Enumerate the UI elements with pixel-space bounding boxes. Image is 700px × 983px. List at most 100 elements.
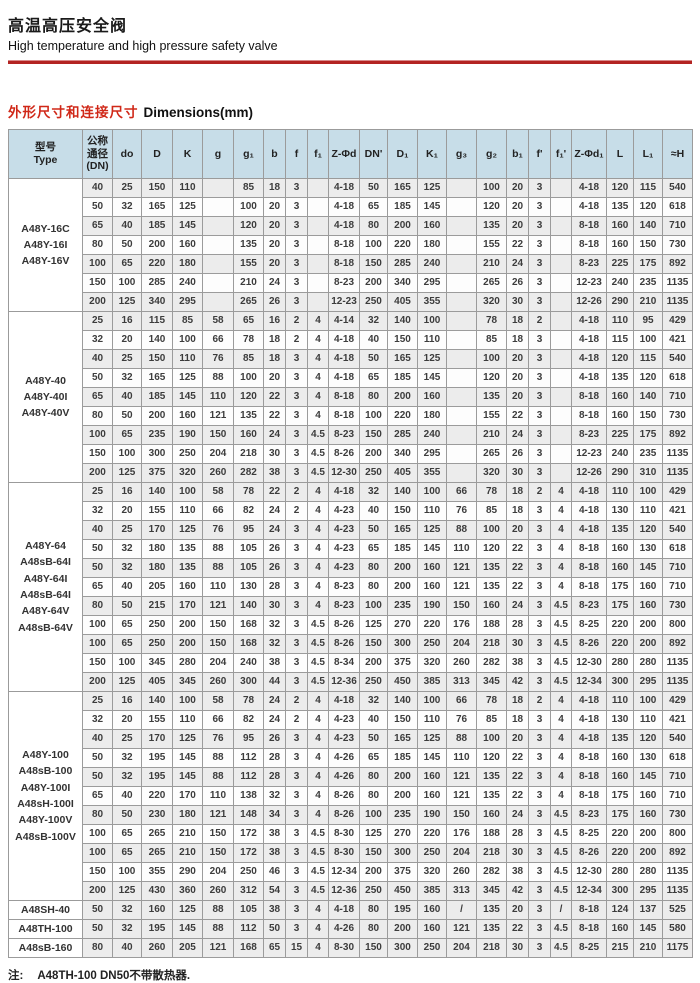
- table-cell: 892: [662, 634, 693, 654]
- table-cell: [446, 197, 477, 217]
- table-cell: 100: [476, 349, 507, 369]
- table-cell: [202, 254, 234, 274]
- table-cell: 1135: [662, 444, 693, 464]
- table-cell: 4: [307, 691, 329, 711]
- table-cell: 85: [233, 349, 264, 369]
- table-cell: 1135: [662, 862, 693, 882]
- table-cell: 58: [202, 311, 234, 331]
- column-header: L: [606, 129, 634, 179]
- table-cell: [202, 178, 234, 198]
- table-cell: [307, 216, 329, 236]
- table-cell: 3: [285, 596, 308, 616]
- table-cell: 3: [528, 634, 551, 654]
- table-cell: /: [550, 900, 572, 920]
- table-cell: 892: [662, 254, 693, 274]
- table-cell: 220: [417, 824, 447, 844]
- table-cell: [446, 178, 477, 198]
- table-cell: 24: [506, 805, 529, 825]
- table-cell: 4.5: [550, 881, 572, 901]
- table-cell: 150: [141, 349, 173, 369]
- table-cell: 2: [528, 311, 551, 331]
- table-cell: 80: [82, 938, 113, 958]
- table-cell: 250: [417, 938, 447, 958]
- table-cell: 65: [359, 748, 388, 768]
- table-cell: 200: [633, 615, 663, 635]
- table-cell: 3: [528, 748, 551, 768]
- table-cell: 200: [359, 862, 388, 882]
- table-cell: 8-25: [571, 615, 607, 635]
- table-cell: 200: [82, 881, 113, 901]
- table-cell: 40: [112, 938, 142, 958]
- table-cell: 65: [112, 634, 142, 654]
- table-cell: 540: [662, 178, 693, 198]
- table-cell: 4: [307, 520, 329, 540]
- table-cell: 185: [141, 216, 173, 236]
- table-cell: 88: [202, 368, 234, 388]
- table-cell: [446, 387, 477, 407]
- table-cell: 218: [476, 938, 507, 958]
- table-cell: 8-18: [571, 577, 607, 597]
- table-cell: 3: [285, 235, 308, 255]
- table-cell: 100: [476, 178, 507, 198]
- table-cell: 180: [417, 235, 447, 255]
- table-cell: 8-18: [571, 235, 607, 255]
- table-cell: [550, 273, 572, 293]
- table-cell: 130: [606, 710, 634, 730]
- table-cell: 4: [307, 938, 329, 958]
- table-cell: 120: [476, 539, 507, 559]
- table-cell: 4.5: [307, 463, 329, 483]
- table-cell: 50: [82, 748, 113, 768]
- table-cell: 260: [202, 881, 234, 901]
- table-cell: [202, 216, 234, 236]
- table-cell: 282: [476, 653, 507, 673]
- table-cell: 20: [506, 387, 529, 407]
- table-cell: 88: [446, 520, 477, 540]
- table-row: 80 50 200 160 121 135 22 3 4 8-18 100 220 180 155 22 3 8…: [9, 406, 693, 426]
- table-cell: 150: [387, 330, 418, 350]
- table-cell: 8-26: [328, 786, 360, 806]
- table-cell: 300: [387, 938, 418, 958]
- table-cell: 4: [307, 729, 329, 749]
- table-cell: 145: [172, 387, 203, 407]
- table-cell: 120: [633, 368, 663, 388]
- table-row: A48TH-100 50 32 195 145 88 112 50 3 4 4-26 80 200 160…: [8, 919, 693, 939]
- table-cell: 8-23: [328, 577, 360, 597]
- table-cell: 26: [263, 292, 286, 312]
- table-row: A48Y-100 A48sB-100 A48Y-100I A48sH-100I …: [8, 691, 693, 901]
- table-cell: 160: [606, 216, 634, 236]
- table-cell: 50: [359, 178, 388, 198]
- table-cell: 121: [202, 805, 234, 825]
- table-cell: 168: [233, 938, 264, 958]
- table-cell: 320: [476, 463, 507, 483]
- table-cell: 240: [172, 273, 203, 293]
- table-cell: 4.5: [307, 862, 329, 882]
- table-cell: 205: [141, 577, 173, 597]
- table-cell: 80: [359, 919, 388, 939]
- table-cell: 16: [112, 691, 142, 711]
- table-cell: 100: [82, 425, 113, 445]
- table-cell: 42: [506, 881, 529, 901]
- column-header: D₁: [387, 129, 418, 179]
- table-cell: 540: [662, 729, 693, 749]
- table-cell: 1135: [662, 881, 693, 901]
- table-cell: 8-18: [571, 900, 607, 920]
- table-cell: 160: [633, 577, 663, 597]
- table-cell: 24: [263, 501, 286, 521]
- table-cell: 32: [82, 330, 113, 350]
- table-cell: 18: [263, 330, 286, 350]
- table-cell: 22: [506, 406, 529, 426]
- table-cell: 88: [202, 558, 234, 578]
- table-cell: 3: [528, 273, 551, 293]
- table-cell: 3: [528, 368, 551, 388]
- table-cell: 3: [285, 425, 308, 445]
- table-cell: [446, 254, 477, 274]
- table-cell: 200: [359, 653, 388, 673]
- table-cell: 100: [172, 691, 203, 711]
- table-cell: 145: [633, 558, 663, 578]
- table-row: 80 50 215 170 121 140 30 3 4 8-23 100 235 190 150 160 2…: [9, 596, 693, 616]
- table-cell: 8-18: [571, 786, 607, 806]
- table-cell: 168: [233, 634, 264, 654]
- table-cell: 135: [606, 520, 634, 540]
- table-cell: 250: [417, 843, 447, 863]
- table-cell: 204: [202, 653, 234, 673]
